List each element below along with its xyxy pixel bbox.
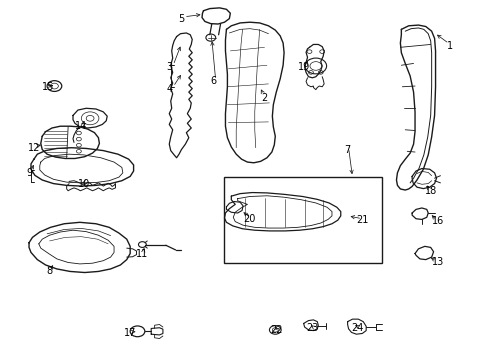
Text: 15: 15: [43, 82, 55, 92]
Text: 21: 21: [356, 215, 368, 225]
Text: 18: 18: [424, 186, 437, 196]
Text: 24: 24: [351, 323, 364, 333]
Text: 16: 16: [432, 216, 444, 226]
Text: 13: 13: [432, 257, 444, 267]
Text: 9: 9: [26, 168, 32, 178]
Text: 8: 8: [47, 266, 52, 276]
Text: 20: 20: [244, 215, 256, 224]
Text: 10: 10: [77, 179, 90, 189]
Text: 3: 3: [166, 62, 172, 72]
Text: 17: 17: [124, 328, 136, 338]
Text: 1: 1: [447, 41, 453, 50]
Text: 23: 23: [306, 323, 318, 333]
Text: 2: 2: [262, 93, 268, 103]
Text: 14: 14: [75, 121, 87, 131]
Text: 19: 19: [297, 62, 310, 72]
Text: 5: 5: [178, 14, 185, 24]
Text: 22: 22: [270, 325, 283, 335]
Text: 6: 6: [210, 76, 216, 86]
Text: 4: 4: [166, 84, 172, 94]
Text: 11: 11: [136, 248, 148, 258]
Text: 12: 12: [28, 143, 40, 153]
Text: 7: 7: [344, 144, 351, 154]
